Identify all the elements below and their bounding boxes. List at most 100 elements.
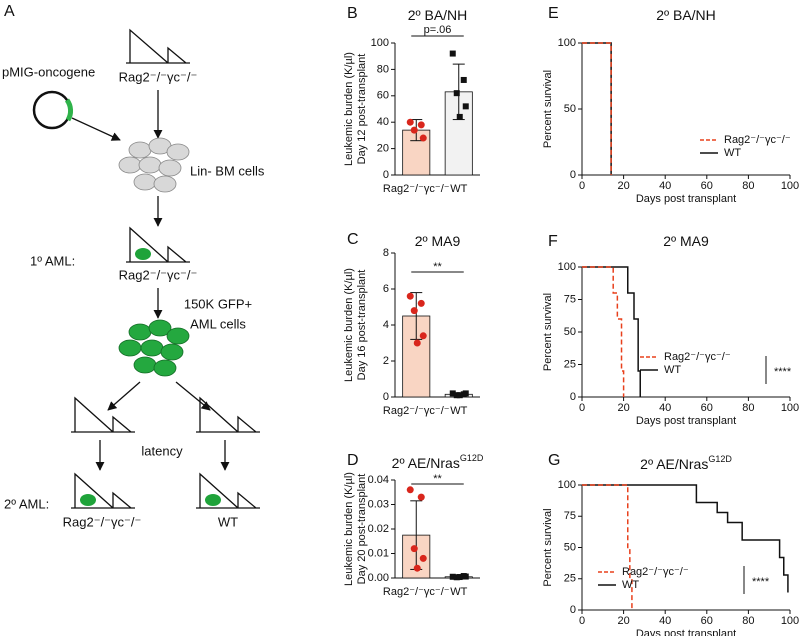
x-tick-label: 100 bbox=[781, 402, 799, 414]
plasmid-insert bbox=[64, 98, 74, 122]
survival-line bbox=[582, 484, 789, 593]
y-tick-label: 50 bbox=[564, 103, 576, 115]
x-tick-label: 100 bbox=[781, 180, 799, 192]
x-tick-label: Rag2⁻/⁻γc⁻/⁻ bbox=[383, 586, 450, 598]
data-point bbox=[460, 76, 467, 83]
y-axis-label: Percent survival bbox=[542, 508, 554, 586]
x-tick-label: 80 bbox=[742, 180, 754, 192]
gfp-cell-cluster bbox=[118, 319, 190, 377]
title-superscript: G12D bbox=[708, 454, 732, 464]
x-tick-label: 20 bbox=[617, 402, 629, 414]
label: 150K GFP+ bbox=[184, 296, 252, 311]
label: Rag2⁻/⁻γc⁻/⁻ bbox=[119, 69, 198, 84]
label: Rag2⁻/⁻γc⁻/⁻ bbox=[119, 267, 198, 282]
data-point bbox=[419, 134, 427, 142]
y-axis-label: Percent survival bbox=[542, 293, 554, 371]
y-tick-label: 20 bbox=[377, 143, 389, 155]
data-point bbox=[462, 103, 469, 110]
x-tick-label: 40 bbox=[659, 180, 671, 192]
y-tick-label: 8 bbox=[383, 247, 389, 259]
x-tick-label: 40 bbox=[659, 402, 671, 414]
y-axis-label: Day 16 post-transplant bbox=[356, 270, 368, 381]
panel-label: C bbox=[347, 231, 359, 248]
y-tick-label: 0.03 bbox=[368, 498, 389, 510]
y-axis-label: Day 12 post-transplant bbox=[356, 54, 368, 165]
tumor bbox=[135, 248, 151, 260]
y-tick-label: 80 bbox=[377, 63, 389, 75]
panel-label: E bbox=[548, 5, 559, 22]
y-axis-label: Leukemic burden (K/µl) bbox=[343, 268, 355, 382]
arrow bbox=[107, 381, 141, 411]
x-tick-label: WT bbox=[450, 183, 467, 195]
y-tick-label: 60 bbox=[377, 90, 389, 102]
chart-title: 2º AE/NrasG12D bbox=[392, 453, 484, 470]
x-axis-label: Days post transplant bbox=[636, 193, 736, 205]
y-tick-label: 50 bbox=[564, 541, 576, 553]
label: 2º AML: bbox=[4, 496, 49, 511]
annotation: **** bbox=[774, 366, 792, 378]
data-point bbox=[417, 299, 425, 307]
survival-line bbox=[582, 266, 641, 397]
y-axis-label: Percent survival bbox=[542, 70, 554, 148]
data-point bbox=[449, 50, 456, 57]
y-tick-label: 100 bbox=[558, 261, 576, 273]
y-axis-label: Leukemic burden (K/µl) bbox=[343, 472, 355, 586]
x-tick-label: 20 bbox=[617, 615, 629, 627]
data-point bbox=[413, 564, 421, 572]
legend-label: WT bbox=[724, 147, 741, 159]
data-point bbox=[462, 390, 469, 397]
y-tick-label: 25 bbox=[564, 358, 576, 370]
x-tick-label: 60 bbox=[701, 180, 713, 192]
mouse-icon bbox=[126, 28, 190, 64]
y-tick-label: 0 bbox=[570, 169, 576, 181]
panel-label: G bbox=[548, 452, 560, 469]
mouse-icon bbox=[71, 472, 135, 509]
plasmid bbox=[32, 90, 72, 130]
diagram bbox=[32, 28, 260, 509]
mouse-icon bbox=[126, 226, 190, 263]
y-tick-label: 0 bbox=[570, 604, 576, 616]
data-point bbox=[456, 113, 463, 120]
title-text: 2º BA/NH bbox=[408, 7, 468, 23]
panel-label: A bbox=[4, 3, 15, 20]
x-tick-label: 80 bbox=[742, 402, 754, 414]
panel-label: B bbox=[347, 5, 358, 22]
y-tick-label: 50 bbox=[564, 326, 576, 338]
data-point bbox=[406, 292, 414, 300]
label: 1º AML: bbox=[30, 253, 75, 268]
y-tick-label: 75 bbox=[564, 510, 576, 522]
data-point bbox=[462, 573, 469, 580]
y-tick-label: 0.04 bbox=[368, 474, 389, 486]
x-tick-label: 40 bbox=[659, 615, 671, 627]
label: AML cells bbox=[190, 316, 246, 331]
label: Rag2⁻/⁻γc⁻/⁻ bbox=[63, 514, 142, 529]
label: WT bbox=[218, 514, 238, 529]
title-text: 2º MA9 bbox=[663, 233, 709, 249]
mouse-icon bbox=[196, 472, 260, 509]
x-tick-label: WT bbox=[450, 405, 467, 417]
legend-label: WT bbox=[622, 579, 639, 591]
label: latency bbox=[141, 443, 183, 458]
survival-line bbox=[582, 484, 633, 610]
y-tick-label: 0 bbox=[570, 391, 576, 403]
data-point bbox=[410, 307, 418, 315]
chart-title: 2º MA9 bbox=[415, 233, 461, 249]
data-point bbox=[456, 574, 463, 581]
x-tick-label: Rag2⁻/⁻γc⁻/⁻ bbox=[383, 183, 450, 195]
data-point bbox=[417, 493, 425, 501]
legend-label: Rag2⁻/⁻γc⁻/⁻ bbox=[622, 566, 689, 578]
data-point bbox=[453, 90, 460, 97]
y-tick-label: 0.02 bbox=[368, 523, 389, 535]
x-tick-label: 0 bbox=[579, 615, 585, 627]
y-tick-label: 4 bbox=[383, 319, 389, 331]
x-tick-label: 60 bbox=[701, 402, 713, 414]
y-tick-label: 6 bbox=[383, 283, 389, 295]
y-tick-label: 100 bbox=[371, 37, 389, 49]
x-tick-label: 60 bbox=[701, 615, 713, 627]
x-axis-label: Days post transplant bbox=[636, 628, 736, 636]
data-point bbox=[419, 554, 427, 562]
legend-label: WT bbox=[664, 364, 681, 376]
y-tick-label: 2 bbox=[383, 355, 389, 367]
panel-label: F bbox=[548, 233, 558, 250]
y-axis-label: Leukemic burden (K/µl) bbox=[343, 52, 355, 166]
